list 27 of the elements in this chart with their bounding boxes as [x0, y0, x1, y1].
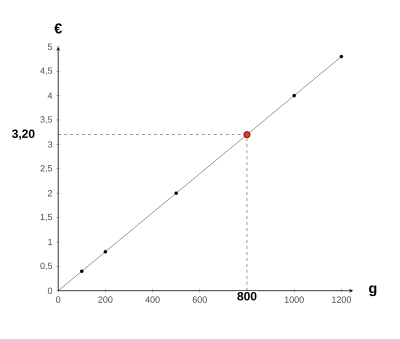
y-tick-label: 4,5 — [40, 68, 52, 75]
y-tick-label: 1,5 — [40, 214, 52, 222]
y-tick-label: 1 — [48, 238, 52, 246]
y-tick-label: 4 — [48, 92, 52, 99]
point — [340, 54, 344, 58]
ref-line-label: 3,20 — [12, 130, 35, 140]
x-tick-label: 0 — [56, 296, 60, 303]
x-axis-title: g — [369, 285, 376, 296]
y-tick-label: 0,5 — [40, 262, 52, 270]
x-tick-label: 1000 — [284, 296, 304, 303]
point — [174, 191, 178, 195]
point — [104, 250, 108, 254]
y-tick-label: 3,5 — [40, 116, 52, 124]
y-tick-label: 2 — [48, 190, 52, 196]
y-tick-label: 3 — [48, 141, 52, 148]
y-tick-label: 2,5 — [40, 165, 52, 172]
ref-line-label: 800 — [237, 292, 256, 300]
x-tick-label: 200 — [98, 296, 112, 303]
point — [292, 94, 296, 98]
y-tick-label: 5 — [48, 44, 52, 50]
y-axis-title: € — [54, 23, 62, 34]
y-tick-label: 0 — [48, 288, 52, 294]
x-tick-label: 400 — [145, 296, 160, 303]
x-tick-label: 600 — [192, 296, 207, 303]
x-tick-label: 1200 — [332, 296, 352, 303]
point — [80, 269, 84, 274]
point — [243, 131, 250, 138]
